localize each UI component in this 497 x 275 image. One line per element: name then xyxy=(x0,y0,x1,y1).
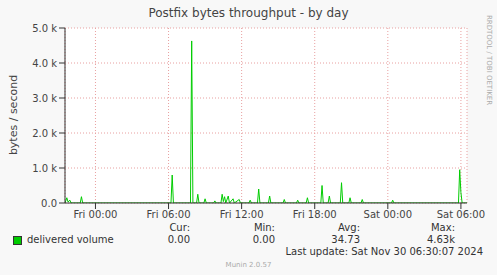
html-text:4.63k: 4.63k xyxy=(426,234,455,245)
svg-text:Fri 00:00: Fri 00:00 xyxy=(73,209,117,220)
html-text:Cur:: Cur: xyxy=(169,222,190,233)
html-text:34.73: 34.73 xyxy=(331,234,360,245)
html-text:0.00: 0.00 xyxy=(252,234,275,245)
html-text:delivered volume: delivered volume xyxy=(27,234,114,245)
html-text:Min:: Min: xyxy=(253,222,275,233)
svg-text:0.0: 0.0 xyxy=(41,198,57,209)
svg-text:Fri 12:00: Fri 12:00 xyxy=(220,209,264,220)
svg-text:3.0 k: 3.0 k xyxy=(32,93,57,104)
html-text:Avg:: Avg: xyxy=(338,222,360,233)
svg-text:Sat 06:00: Sat 06:00 xyxy=(437,209,485,220)
html-text:Last update: Sat Nov 30 06:30:: Last update: Sat Nov 30 06:30:07 2024 xyxy=(285,246,483,257)
svg-text:1.0 k: 1.0 k xyxy=(32,163,57,174)
html-text:0.00: 0.00 xyxy=(167,234,190,245)
html-text:Munin 2.0.57: Munin 2.0.57 xyxy=(225,261,272,269)
svg-text:Fri 18:00: Fri 18:00 xyxy=(293,209,337,220)
html-text:RRDTOOL / TOBI OETIKER: RRDTOOL / TOBI OETIKER xyxy=(485,14,493,106)
svg-text:2.0 k: 2.0 k xyxy=(32,128,57,139)
html-text:Postfix bytes throughput - by: Postfix bytes throughput - by day xyxy=(148,6,349,20)
svg-text:Sat 00:00: Sat 00:00 xyxy=(364,209,412,220)
html-text:bytes / second: bytes / second xyxy=(6,74,20,156)
html-text:Max:: Max: xyxy=(431,222,455,233)
svg-text:5.0 k: 5.0 k xyxy=(32,23,57,34)
svg-text:Fri 06:00: Fri 06:00 xyxy=(147,209,191,220)
svg-text:4.0 k: 4.0 k xyxy=(32,58,57,69)
